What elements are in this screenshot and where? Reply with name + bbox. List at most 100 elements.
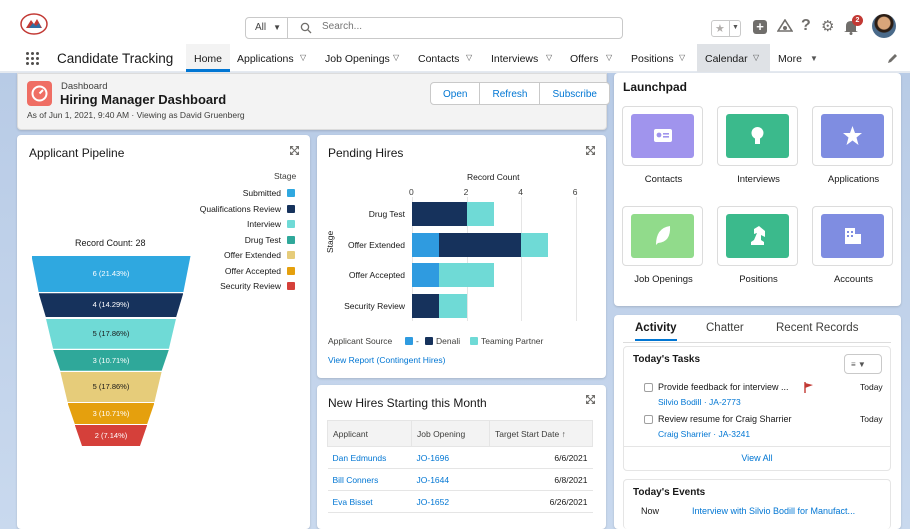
task-related-links: Silvio Bodill · JA-2773 [658,397,741,407]
launchpad-tile-contacts[interactable] [622,106,703,166]
job-opening-link[interactable]: JO-1696 [411,446,490,469]
search-scope-select[interactable]: All ▼ [246,18,288,38]
help-icon[interactable]: ? [801,17,811,34]
task-contact-link[interactable]: Silvio Bodill [658,397,702,407]
start-date: 6/26/2021 [489,490,593,513]
event-link[interactable]: Interview with Silvio Bodill for Manufac… [692,506,856,516]
favorites-list-icon[interactable]: ▼ [729,21,741,36]
view-report-link[interactable]: View Report (Contingent Hires) [328,355,446,365]
task-record-link[interactable]: JA-2773 [709,397,741,407]
funnel-segment[interactable]: 5 (17.86%) [60,371,162,402]
funnel-segment[interactable]: 5 (17.86%) [45,318,177,349]
legend-item[interactable]: Offer Accepted [225,266,295,276]
tab-more[interactable]: More ▼ [778,53,818,65]
task-checkbox[interactable] [644,415,653,424]
legend-item[interactable]: Interview [247,219,295,229]
bar-segment[interactable] [521,232,549,257]
chevron-down-icon[interactable]: ▽ [679,53,686,62]
card-title: New Hires Starting this Month [328,396,487,410]
tab-interviews[interactable]: Interviews ▽ [491,53,553,65]
legend-item[interactable]: Submitted [243,188,295,198]
legend-item[interactable]: Security Review [220,281,295,291]
chevron-down-icon[interactable]: ▽ [393,53,400,62]
open-button[interactable]: Open [431,83,481,104]
funnel-segment[interactable]: 6 (21.43%) [31,256,191,293]
applicant-link[interactable]: Bill Conners [327,468,412,491]
global-header: All▼ ★ ▼ + ? ⚙ 2 [0,0,910,44]
chevron-down-icon[interactable]: ▽ [546,53,553,62]
legend-item[interactable]: Teaming Partner [470,336,543,346]
bar-segment[interactable] [439,293,467,318]
expand-icon[interactable] [586,395,595,404]
legend-item[interactable]: Qualifications Review [200,204,295,214]
legend-item[interactable]: Offer Extended [224,250,295,260]
column-header-start-date[interactable]: Target Start Date ↑ [489,420,593,447]
task-filter-dropdown[interactable]: ≡ ▼ [844,354,882,374]
tab-applications[interactable]: Applications ▽ [237,53,307,65]
user-avatar[interactable] [872,14,896,38]
view-all-link[interactable]: View All [741,453,773,463]
legend-item[interactable]: - [405,336,419,346]
trailhead-icon[interactable] [777,19,793,35]
global-search[interactable]: All ▼ [245,17,623,39]
task-record-link[interactable]: JA-3241 [718,429,751,439]
funnel-segment[interactable]: 3 (10.71%) [67,403,155,424]
chevron-down-icon[interactable]: ▽ [606,53,613,62]
bar-segment[interactable] [412,293,440,318]
tab-contacts[interactable]: Contacts ▽ [418,53,473,65]
settings-gear-icon[interactable]: ⚙ [821,18,835,35]
job-opening-link[interactable]: JO-1652 [411,490,490,513]
funnel-segment[interactable]: 4 (14.29%) [38,293,184,318]
app-logo-icon[interactable] [20,13,48,35]
column-header-job-opening[interactable]: Job Opening [411,420,490,447]
tab-positions[interactable]: Positions ▽ [631,53,686,65]
job-opening-link[interactable]: JO-1644 [411,468,490,491]
bar-segment[interactable] [439,232,522,257]
tab-job-openings[interactable]: Job Openings ▽ [325,53,400,65]
tab-home[interactable]: Home [186,44,230,72]
launchpad-tile-positions[interactable] [717,206,798,266]
bar-segment[interactable] [439,263,494,287]
applicant-link[interactable]: Dan Edmunds [327,446,412,469]
task-title[interactable]: Provide feedback for interview ... [658,382,789,392]
bar-segment[interactable] [412,232,440,257]
subscribe-button[interactable]: Subscribe [552,89,597,100]
tab-offers[interactable]: Offers ▽ [570,53,613,65]
expand-icon[interactable] [290,146,299,155]
chevron-down-icon[interactable]: ▽ [300,53,307,62]
bar-segment[interactable] [412,263,440,287]
launchpad-tile-job-openings[interactable] [622,206,703,266]
chevron-down-icon[interactable]: ▽ [753,53,760,62]
task-checkbox[interactable] [644,383,653,392]
launchpad-tile-applications[interactable] [812,106,893,166]
tab-recent-records[interactable]: Recent Records [776,322,859,334]
legend-item[interactable]: Denali [425,336,460,346]
tab-chatter[interactable]: Chatter [706,322,744,334]
legend-title: Stage [274,171,297,181]
funnel-segment[interactable]: 3 (10.71%) [53,349,169,371]
tab-calendar[interactable]: Calendar ▽ [697,44,770,72]
app-nav-bar: Candidate Tracking Home Applications ▽ Jo… [0,44,910,73]
tab-activity[interactable]: Activity [635,322,677,341]
launchpad-tile-interviews[interactable] [717,106,798,166]
caret-down-icon: ▼ [857,360,866,369]
launchpad-tile-accounts[interactable] [812,206,893,266]
app-launcher-icon[interactable] [26,52,40,66]
column-header-applicant[interactable]: Applicant [327,420,412,447]
bar-segment[interactable] [412,202,467,226]
chevron-down-icon[interactable]: ▽ [466,53,473,62]
gridline [412,197,413,321]
favorites-button[interactable]: ★ ▼ [711,20,741,37]
expand-icon[interactable] [586,146,595,155]
bar-segment[interactable] [466,202,494,226]
task-contact-link[interactable]: Craig Sharrier [658,429,711,439]
task-title[interactable]: Review resume for Craig Sharrier [658,414,792,424]
global-add-icon[interactable]: + [753,20,767,34]
legend-item[interactable]: Drug Test [245,235,295,245]
search-input[interactable] [322,21,612,32]
refresh-button[interactable]: Refresh [480,83,541,104]
funnel-segment[interactable]: 2 (7.14%) [74,425,148,446]
dashboard-title: Hiring Manager Dashboard [60,92,227,107]
applicant-link[interactable]: Eva Bisset [327,490,412,513]
edit-nav-pencil-icon[interactable] [887,53,898,64]
